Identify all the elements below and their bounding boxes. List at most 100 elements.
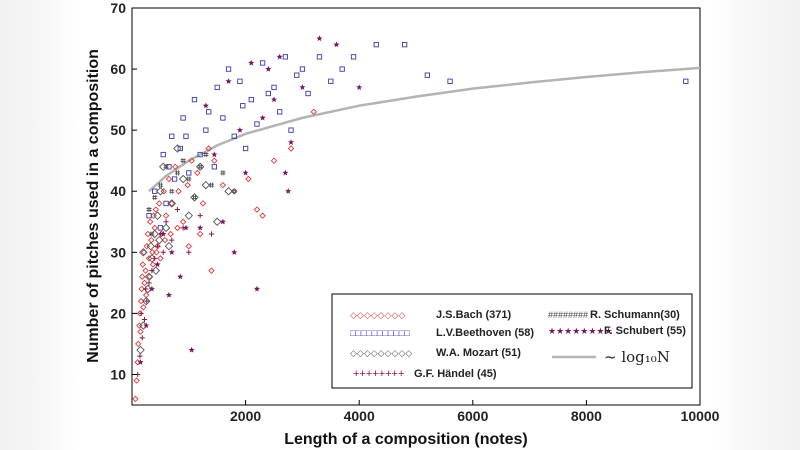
- legend-sample-schumann: ########: [548, 310, 588, 320]
- data-point: [202, 102, 209, 109]
- data-point: [424, 72, 431, 78]
- data-point: [199, 200, 207, 207]
- data-point: [137, 359, 144, 365]
- data-point: [248, 59, 255, 66]
- data-point: [156, 186, 165, 196]
- data-point: [339, 66, 345, 72]
- data-point: [155, 235, 164, 245]
- data-point: [214, 84, 220, 91]
- data-point: [163, 164, 169, 170]
- data-point: [253, 285, 260, 292]
- data-point: [153, 249, 160, 256]
- data-point: [132, 395, 139, 403]
- data-point: [190, 193, 199, 202]
- data-point: [137, 328, 144, 335]
- data-point: [220, 115, 226, 121]
- series-4: [146, 152, 237, 237]
- data-point: [136, 345, 145, 355]
- y-tick-label: 50: [110, 122, 126, 138]
- data-point: [240, 103, 246, 109]
- data-point: [201, 180, 211, 190]
- data-point: [138, 310, 144, 316]
- data-point: [203, 152, 209, 158]
- data-point: [237, 78, 243, 84]
- legend-entry-schumann: ######## R. Schumann(30): [548, 309, 680, 321]
- data-point: [152, 206, 160, 213]
- data-point: [225, 66, 232, 72]
- legend-box: [331, 293, 693, 389]
- data-point: [316, 54, 323, 60]
- data-point: [195, 162, 205, 172]
- data-point: [220, 170, 226, 176]
- data-point: [186, 170, 192, 176]
- data-point: [203, 127, 209, 133]
- legend-entry-handel: ++++++++ G.F. Händel (45): [353, 368, 497, 380]
- legend-label-curve: ~ log₁₀N: [604, 348, 670, 366]
- data-point: [154, 243, 161, 249]
- data-point: [156, 200, 163, 207]
- data-point: [197, 213, 203, 219]
- data-point: [191, 194, 197, 200]
- data-point: [157, 182, 163, 188]
- data-point: [161, 223, 171, 233]
- data-point: [146, 207, 152, 213]
- data-point: [282, 54, 289, 60]
- data-point: [285, 188, 292, 194]
- data-point: [167, 199, 176, 208]
- data-point: [146, 218, 154, 226]
- data-point: [146, 241, 155, 251]
- data-point: [184, 211, 194, 220]
- y-tick-label: 70: [110, 0, 126, 16]
- data-point: [447, 78, 453, 84]
- data-point: [287, 145, 295, 152]
- y-axis-label: Number of pitches used in a composition: [85, 49, 102, 363]
- data-point: [299, 66, 306, 72]
- data-point: [185, 242, 193, 250]
- legend-entry-mozart: ◇◇◇◇◇◇◇◇◇ W.A. Mozart (51): [350, 347, 521, 359]
- data-point: [401, 41, 408, 48]
- left-margin-shade: [0, 0, 80, 450]
- data-point: [282, 169, 289, 176]
- data-point: [167, 230, 174, 238]
- data-point: [259, 212, 266, 219]
- data-point: [184, 181, 191, 189]
- data-point: [188, 346, 195, 353]
- legend-label-bach: J.S.Bach (371): [436, 309, 512, 321]
- data-point: [188, 157, 195, 164]
- data-point: [141, 316, 148, 323]
- data-point: [152, 255, 158, 262]
- data-point: [171, 163, 179, 171]
- data-point: [168, 249, 175, 255]
- data-point: [159, 162, 168, 172]
- data-point: [151, 266, 161, 275]
- data-point: [146, 213, 152, 219]
- data-point: [242, 169, 249, 176]
- data-point: [169, 188, 175, 194]
- data-point: [310, 108, 317, 116]
- data-point: [288, 127, 294, 133]
- data-point: [254, 121, 260, 127]
- legend-label-mozart: W.A. Mozart (51): [436, 347, 521, 359]
- data-point: [276, 53, 283, 60]
- data-point: [683, 78, 689, 84]
- data-point: [356, 84, 363, 90]
- data-point: [179, 218, 187, 226]
- data-point: [177, 273, 184, 280]
- ticks-layer: 2000 4000 6000 8000 10000 10 20 30 40 50 60 70: [110, 0, 719, 424]
- data-point: [137, 353, 143, 359]
- series-0: [132, 108, 317, 403]
- data-point: [144, 230, 152, 238]
- data-point: [180, 158, 186, 164]
- points-layer: [132, 35, 689, 403]
- data-point: [137, 297, 145, 305]
- data-point: [231, 249, 238, 255]
- data-point: [152, 194, 158, 200]
- data-point: [149, 231, 155, 237]
- data-point: [136, 310, 144, 317]
- data-point: [206, 109, 212, 115]
- legend-entry-schubert: ★★★★★★★★ F. Schubert (55): [548, 325, 686, 337]
- series-2: [136, 144, 233, 355]
- x-tick-label: 4000: [344, 408, 375, 424]
- data-point: [277, 109, 283, 115]
